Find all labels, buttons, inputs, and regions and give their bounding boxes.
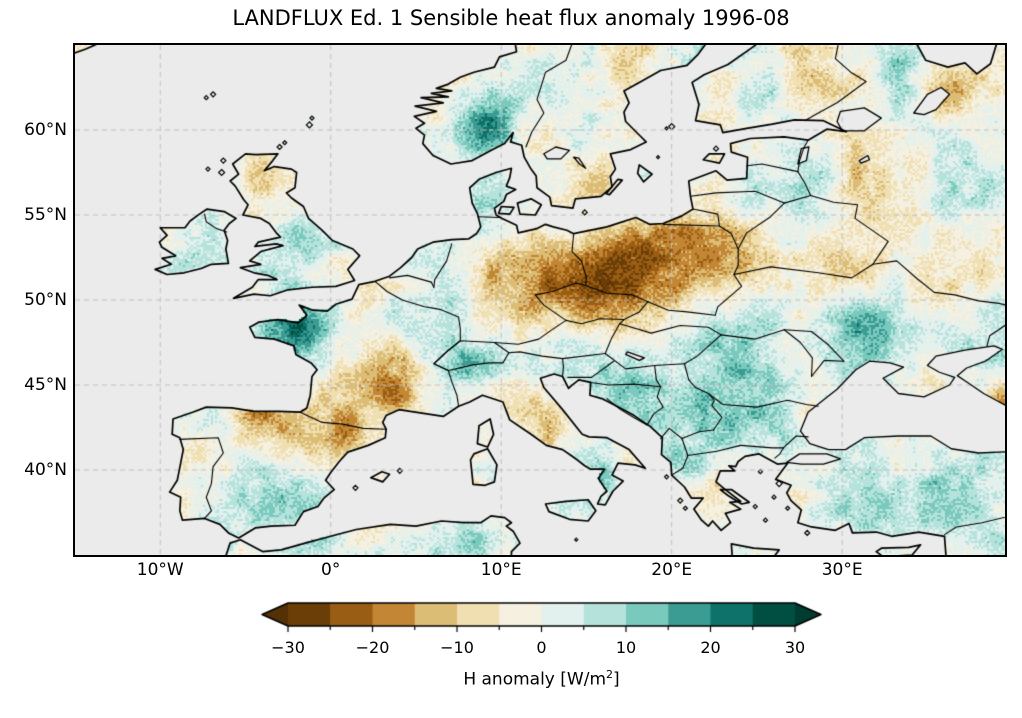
colorbar-tick-label: 0: [536, 638, 547, 657]
colorbar-label-text: H anomaly [W/m: [463, 669, 607, 690]
colorbar-canvas: [253, 600, 833, 636]
x-tick-label: 10°W: [136, 560, 184, 580]
colorbar-tick-label: −30: [271, 638, 305, 657]
y-tick-label: 60°N: [24, 120, 67, 140]
colorbar-tick-label: 30: [784, 638, 806, 657]
colorbar-label-suffix: ]: [613, 669, 620, 690]
x-tick-label: 20°E: [651, 560, 693, 580]
colorbar-tick-label: −10: [440, 638, 474, 657]
x-tick-label: 30°E: [821, 560, 863, 580]
y-tick-label: 40°N: [24, 460, 67, 480]
y-tick-label: 55°N: [24, 205, 67, 225]
colorbar-tick-label: −20: [355, 638, 390, 657]
y-tick-label: 45°N: [24, 375, 67, 395]
colorbar-tick-label: 10: [615, 638, 637, 657]
colorbar-label: H anomaly [W/m2]: [0, 668, 1022, 690]
colorbar-label-sup: 2: [606, 668, 614, 681]
europe-anomaly-map-canvas: [75, 45, 1005, 555]
y-tick-label: 50°N: [24, 290, 67, 310]
x-tick-label: 0°: [321, 560, 341, 580]
colorbar-tick-label: 20: [700, 638, 721, 657]
figure-title: LANDFLUX Ed. 1 Sensible heat flux anomal…: [232, 6, 790, 30]
x-tick-label: 10°E: [480, 560, 522, 580]
map-frame: [73, 43, 1007, 557]
